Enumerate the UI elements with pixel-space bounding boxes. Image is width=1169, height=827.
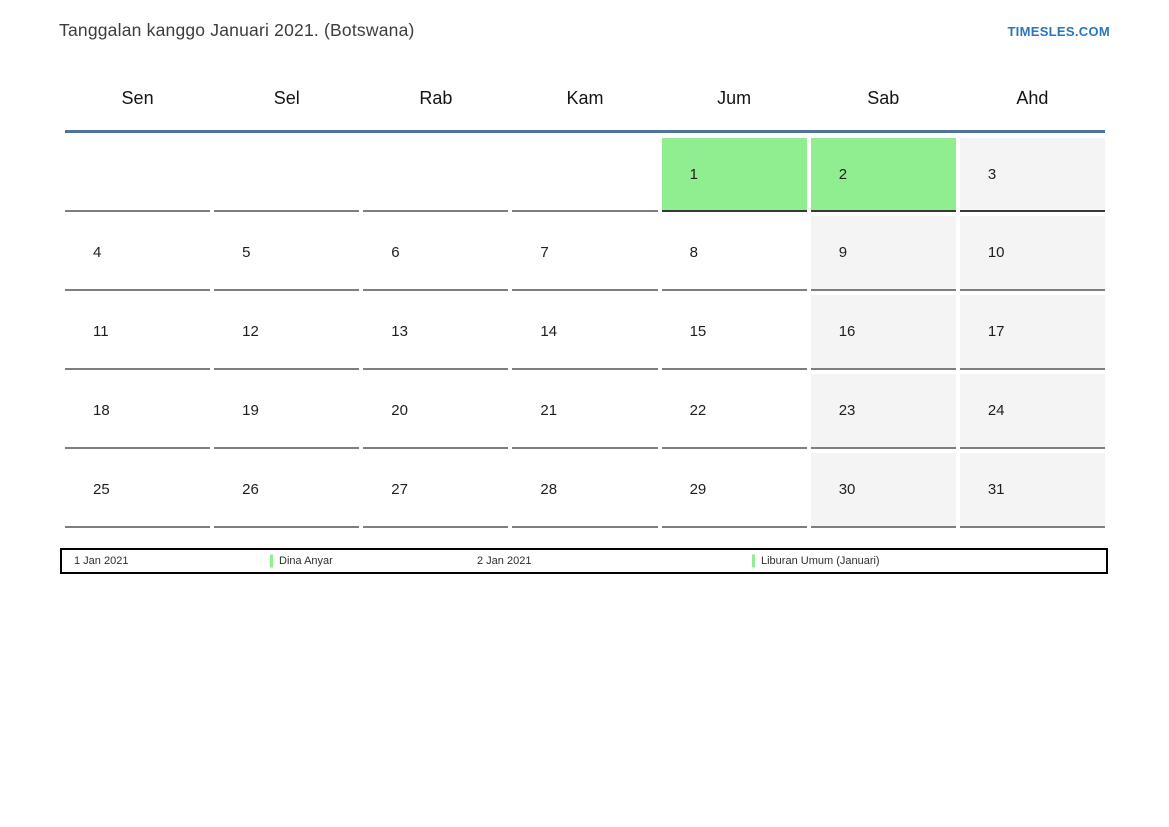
weekday-header-ahd: Ahd xyxy=(1016,88,1049,108)
calendar-cell-day-28: 28 xyxy=(512,453,658,528)
weekday-header-row: Sen Sel Rab Kam Jum Sab Ahd xyxy=(65,75,1105,133)
calendar-cell-day-21: 21 xyxy=(512,374,658,449)
week-row-3: 11 12 13 14 15 16 17 xyxy=(65,295,1105,370)
calendar-cell-day-24: 24 xyxy=(959,374,1105,449)
calendar-cell-day-8: 8 xyxy=(661,216,807,291)
calendar-cell-day-23: 23 xyxy=(810,374,956,449)
calendar-cell-day-9: 9 xyxy=(810,216,956,291)
weekday-header-sen: Sen xyxy=(121,88,154,108)
weekday-header-sel: Sel xyxy=(273,88,300,108)
calendar-cell-day-25: 25 xyxy=(65,453,211,528)
holiday-marker-icon xyxy=(270,554,273,568)
weekday-header-kam: Kam xyxy=(566,88,604,108)
calendar-cell-day-26: 26 xyxy=(214,453,360,528)
calendar-cell-day-3: 3 xyxy=(959,138,1105,212)
legend-date-2: 2 Jan 2021 xyxy=(477,555,532,567)
calendar-cell-empty xyxy=(65,138,211,212)
weekday-header-jum: Jum xyxy=(717,88,752,108)
calendar-cell-day-19: 19 xyxy=(214,374,360,449)
legend-label-1: Dina Anyar xyxy=(279,555,333,567)
calendar-cell-day-18: 18 xyxy=(65,374,211,449)
calendar-cell-day-15: 15 xyxy=(661,295,807,370)
calendar-cell-day-12: 12 xyxy=(214,295,360,370)
calendar-cell-day-27: 27 xyxy=(363,453,509,528)
holiday-legend: 1 Jan 2021 Dina Anyar 2 Jan 2021 Liburan… xyxy=(60,548,1108,574)
calendar-cell-day-4: 4 xyxy=(65,216,211,291)
page-title: Tanggalan kanggo Januari 2021. (Botswana… xyxy=(59,20,415,40)
calendar-cell-day-14: 14 xyxy=(512,295,658,370)
calendar-cell-day-31: 31 xyxy=(959,453,1105,528)
calendar-cell-day-22: 22 xyxy=(661,374,807,449)
calendar-cell-day-20: 20 xyxy=(363,374,509,449)
week-row-1: 1 2 3 xyxy=(65,138,1105,212)
calendar-cell-day-11: 11 xyxy=(65,295,211,370)
week-row-2: 4 5 6 7 8 9 10 xyxy=(65,216,1105,291)
calendar-cell-day-16: 16 xyxy=(810,295,956,370)
calendar-cell-day-30: 30 xyxy=(810,453,956,528)
calendar-cell-day-29: 29 xyxy=(661,453,807,528)
week-row-4: 18 19 20 21 22 23 24 xyxy=(65,374,1105,449)
calendar-cell-empty xyxy=(363,138,509,212)
calendar-cell-day-2-holiday: 2 xyxy=(810,138,956,212)
calendar-cell-day-6: 6 xyxy=(363,216,509,291)
calendar-cell-day-13: 13 xyxy=(363,295,509,370)
calendar-cell-empty xyxy=(512,138,658,212)
calendar-grid: Sen Sel Rab Kam Jum Sab Ahd 1 2 3 4 5 6 … xyxy=(65,75,1105,528)
calendar-cell-day-1-holiday: 1 xyxy=(661,138,807,212)
weekday-header-rab: Rab xyxy=(419,88,453,108)
weekday-header-sab: Sab xyxy=(867,88,900,108)
week-row-5: 25 26 27 28 29 30 31 xyxy=(65,453,1105,528)
calendar-cell-empty xyxy=(214,138,360,212)
calendar-cell-day-17: 17 xyxy=(959,295,1105,370)
calendar-cell-day-7: 7 xyxy=(512,216,658,291)
calendar-cell-day-5: 5 xyxy=(214,216,360,291)
calendar-cell-day-10: 10 xyxy=(959,216,1105,291)
holiday-marker-icon xyxy=(752,554,755,568)
legend-date-1: 1 Jan 2021 xyxy=(74,555,129,567)
brand-link[interactable]: TIMESLES.COM xyxy=(1007,24,1110,39)
legend-label-2: Liburan Umum (Januari) xyxy=(761,555,880,567)
